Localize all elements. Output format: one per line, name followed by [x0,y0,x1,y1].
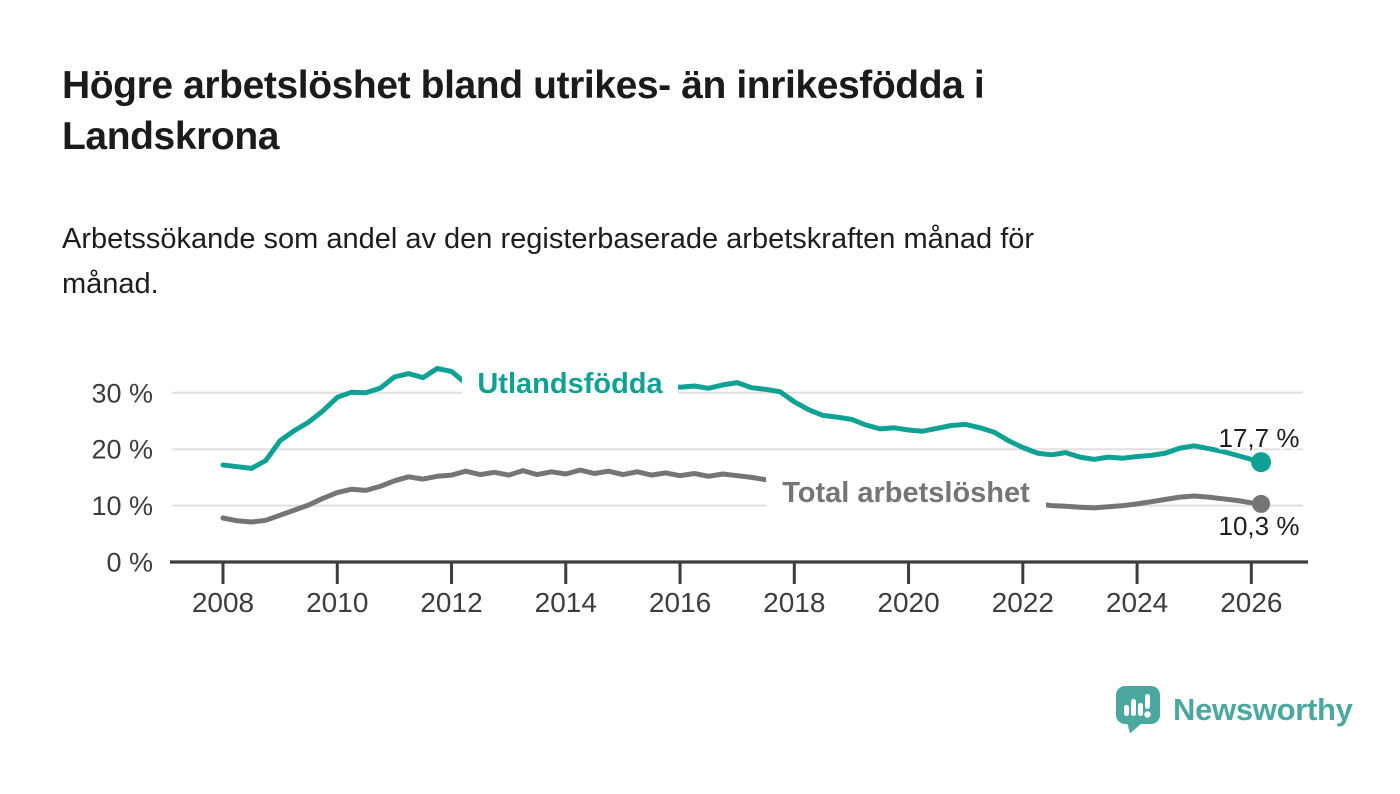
series-label-total-arbetsloshet: Total arbetslöshet [782,477,1030,509]
page-title-line1: Högre arbetslöshet bland utrikes- än inr… [62,64,985,107]
y-axis-tick-label: 20 % [91,435,153,465]
x-axis-tick-label: 2024 [1106,587,1168,618]
end-value-label-total-arbetsloshet: 10,3 % [1219,511,1300,541]
series-line-total-arbetsloshet [220,467,1264,525]
x-axis-tick-label: 2012 [420,587,482,618]
page-subtitle-line2: månad. [62,268,159,300]
x-axis-tick-label: 2010 [306,587,368,618]
page-subtitle-line1: Arbetssökande som andel av den registerb… [62,223,1035,255]
x-axis-tick-label: 2014 [535,587,597,618]
x-axis-tick-label: 2020 [877,587,939,618]
unemployment-line-chart: 0 % 10 % 20 % 30 % 2008 2010 2012 2014 2016 2018 2… [91,365,1308,618]
endpoint-dot-total-arbetsloshet [1252,494,1271,513]
page-title: Högre arbetslöshet bland utrikes- än inr… [62,60,1252,162]
y-axis-tick-label: 30 % [91,378,153,408]
series-label-backdrop [462,366,678,400]
x-axis-tick-label: 2016 [649,587,711,618]
page-subtitle: Arbetssökande som andel av den registerb… [62,217,1262,307]
newsworthy-logo-text: Newsworthy [1173,692,1353,727]
x-axis-tick-label: 2026 [1220,587,1282,618]
y-axis-tick-label: 10 % [91,491,153,521]
page-title-line2: Landskrona [62,115,280,158]
endpoint-dot-utlandsfodda [1251,452,1272,473]
speech-bubble-bar-chart-icon [1116,686,1160,734]
x-axis-tick-label: 2008 [192,587,254,618]
end-value-label-utlandsfodda: 17,7 % [1219,423,1300,453]
x-axis-tick-label: 2022 [992,587,1054,618]
y-axis-tick-label: 0 % [106,548,153,578]
series-label-backdrop [766,476,1046,510]
series-line-utlandsfodda [220,366,1264,471]
x-axis-tick-label: 2018 [763,587,825,618]
newsworthy-logo: Newsworthy [1116,686,1353,734]
series-label-utlandsfodda: Utlandsfödda [477,368,663,400]
